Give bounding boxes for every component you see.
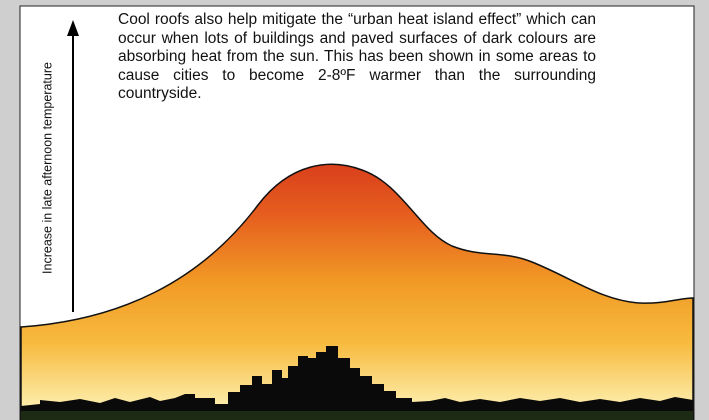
page: Increase in late afternoon temperature C… [0, 0, 709, 420]
ground [21, 411, 693, 420]
axis-label: Increase in late afternoon temperature [40, 62, 54, 274]
description: Cool roofs also help mitigate the “urban… [118, 11, 596, 104]
